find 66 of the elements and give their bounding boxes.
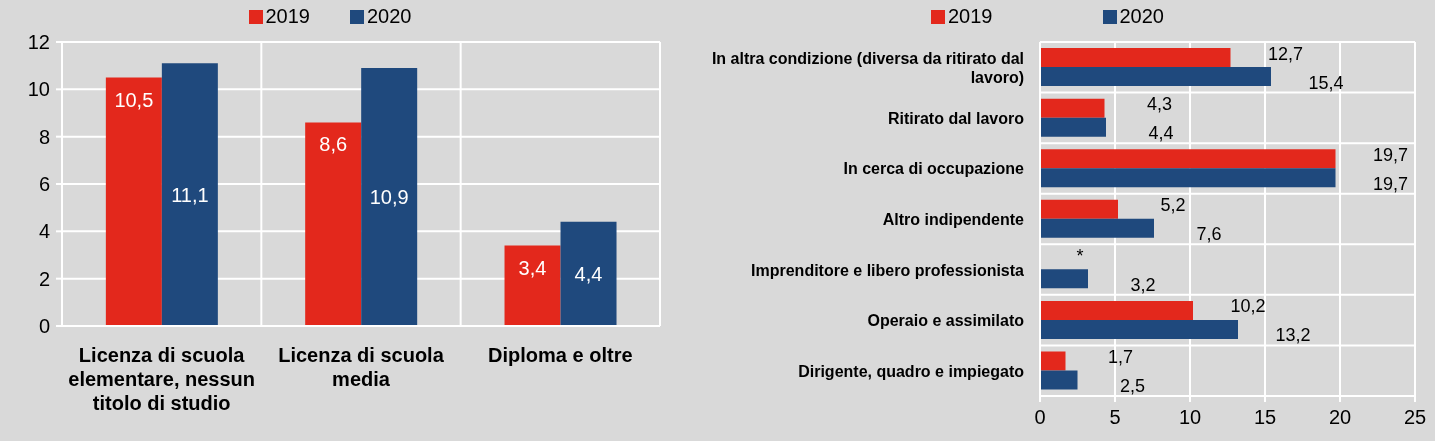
y-tick-label: In altra condizione (diversa da ritirato dal lavoro) <box>711 49 1024 86</box>
x-tick-label: 0 <box>1034 406 1046 429</box>
data-label: 15,4 <box>1308 72 1344 93</box>
data-label: 12,7 <box>1267 43 1304 64</box>
data-label: 13,2 <box>1275 325 1311 346</box>
y-tick-label: Imprenditore e libero professionista <box>751 261 1025 279</box>
data-label: 3,4 <box>518 256 547 279</box>
data-label: 19,7 <box>1372 144 1409 165</box>
y-tick-label: 6 <box>38 173 50 196</box>
bar <box>1040 300 1193 320</box>
bar <box>361 68 418 326</box>
data-label: 4,4 <box>574 262 603 285</box>
data-label: 4,3 <box>1146 94 1173 115</box>
legend-label: 2019 <box>947 5 993 28</box>
y-tick-label: Operaio e assimilato <box>867 311 1025 329</box>
x-tick-label: Licenza di scuola media <box>278 344 445 390</box>
bar <box>1040 48 1231 68</box>
data-label: 3,2 <box>1130 274 1156 295</box>
bar <box>305 122 362 326</box>
data-label: 8,6 <box>319 133 348 156</box>
bar <box>560 221 617 326</box>
legend-label: 2020 <box>1118 5 1164 28</box>
bar <box>1040 98 1105 118</box>
legend-label: 2019 <box>264 5 310 28</box>
x-tick-label: Diploma e oltre <box>488 344 633 366</box>
x-tick-label: Licenza di scuola elementare, nessun titolo di studio <box>68 344 256 414</box>
x-tick-label: 10 <box>1178 406 1202 429</box>
x-tick-label: 20 <box>1328 406 1352 429</box>
y-tick-label: Ritirato dal lavoro <box>887 109 1025 127</box>
text: * <box>1076 245 1084 266</box>
y-tick-label: 10 <box>27 78 50 101</box>
bar <box>1040 67 1271 87</box>
x-tick-label: 5 <box>1109 406 1121 429</box>
bar <box>1040 370 1078 390</box>
data-label: 4,4 <box>1148 123 1174 144</box>
bar <box>1040 149 1336 169</box>
bar <box>1040 319 1238 339</box>
data-label: 11,1 <box>171 183 209 206</box>
y-tick-label: 2 <box>38 267 50 290</box>
y-tick-label: In cerca di occupazione <box>843 159 1025 177</box>
x-tick-label: 15 <box>1253 406 1277 429</box>
y-tick-label: 0 <box>38 315 50 338</box>
bar <box>1040 351 1066 371</box>
bar <box>1040 117 1106 137</box>
data-label: 7,6 <box>1196 224 1222 245</box>
y-tick-label: 12 <box>27 31 50 54</box>
data-label: 1,7 <box>1107 347 1134 367</box>
legend-label: 2020 <box>366 5 412 28</box>
y-tick-label: Altro indipendente <box>882 210 1025 228</box>
bar <box>1040 269 1088 289</box>
data-label: 10,2 <box>1230 296 1266 317</box>
bar <box>105 77 162 326</box>
data-label: 2,5 <box>1119 376 1146 396</box>
y-tick-label: 4 <box>38 220 50 243</box>
bar <box>1040 218 1154 238</box>
y-tick-label: 8 <box>38 125 50 148</box>
data-label: 10,5 <box>114 88 154 111</box>
y-tick-label: Dirigente, quadro e impiegato <box>798 362 1025 380</box>
x-tick-label: 25 <box>1403 406 1427 429</box>
bar <box>1040 168 1336 188</box>
data-label: 5,2 <box>1160 195 1186 216</box>
data-label: 10,9 <box>369 186 409 209</box>
bar <box>504 245 561 326</box>
data-label: 19,7 <box>1372 173 1409 194</box>
bar <box>1040 199 1118 219</box>
bar <box>161 63 218 326</box>
